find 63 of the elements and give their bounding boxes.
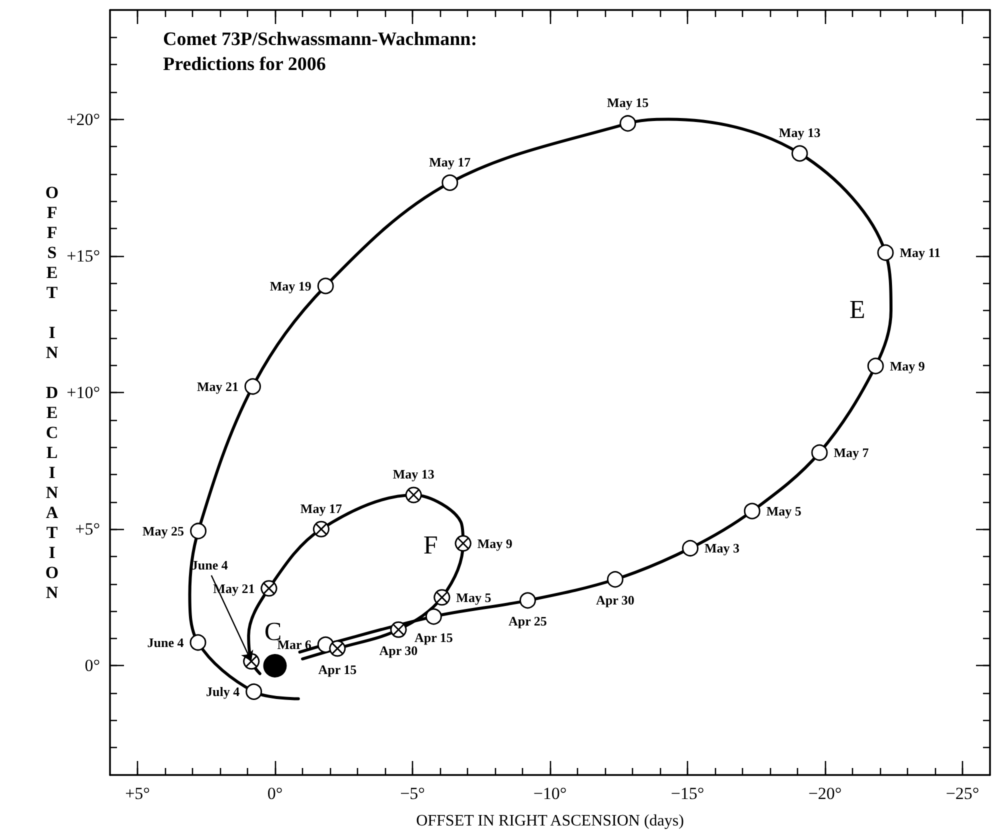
- y-tick-label: +10°: [66, 383, 100, 402]
- data-label: Apr 25: [508, 614, 548, 629]
- point: [260, 580, 278, 597]
- point: [606, 571, 624, 588]
- point: [877, 244, 894, 261]
- point: [390, 621, 407, 638]
- x-tick-label: −15°: [670, 784, 704, 803]
- data-label: May 19: [270, 278, 312, 294]
- point: [246, 683, 262, 700]
- data-label: May 9: [890, 358, 926, 374]
- data-label: Apr 15: [318, 662, 358, 677]
- data-label: May 5: [766, 504, 802, 519]
- point: [442, 174, 458, 191]
- point: [682, 540, 698, 556]
- data-label: June 4: [147, 634, 184, 650]
- data-label: May 9: [477, 536, 513, 551]
- data-label: May 13: [392, 466, 435, 482]
- data-label: May 3: [704, 540, 740, 556]
- data-label: Apr 30: [596, 592, 634, 608]
- point: [244, 378, 261, 395]
- x-tick-label: 0°: [267, 784, 283, 803]
- x-tick-label: +5°: [125, 784, 150, 803]
- text: OFFSET IN DECLINATION: [45, 183, 59, 602]
- point: [454, 535, 472, 552]
- point: [791, 145, 808, 162]
- x-tick-label: −25°: [946, 784, 980, 803]
- data-label: May 5: [456, 590, 492, 605]
- data-label: May 17: [429, 154, 472, 170]
- point: [190, 522, 207, 540]
- data-label: July 4: [206, 684, 240, 700]
- point: [620, 115, 636, 132]
- x-tick-label: −20°: [808, 784, 842, 803]
- y-tick-label: 0°: [84, 656, 100, 676]
- data-label: May 11: [900, 245, 941, 260]
- y-tick-label: +15°: [66, 246, 100, 266]
- point: [263, 654, 287, 678]
- point: [405, 486, 422, 504]
- series-label: F: [423, 530, 438, 560]
- series-label: E: [849, 294, 866, 324]
- point: [190, 634, 206, 651]
- point: [312, 520, 330, 538]
- point: [519, 592, 536, 609]
- point: [867, 358, 884, 374]
- point: [811, 444, 828, 461]
- text: Comet 73P/Schwassmann-Wachmann: Predictions for 2006: [163, 29, 478, 75]
- data-label: May 7: [834, 445, 870, 460]
- data-label: Apr 15: [414, 630, 454, 645]
- x-tick-label: −10°: [533, 784, 567, 803]
- point: [744, 502, 760, 520]
- data-label: Apr 30: [379, 642, 418, 658]
- data-label: May 25: [142, 524, 185, 539]
- point: [317, 278, 334, 294]
- data-label: May 13: [778, 125, 821, 140]
- y-tick-label: +20°: [66, 110, 100, 129]
- point: [425, 608, 442, 625]
- x-tick-label: −5°: [400, 784, 425, 803]
- data-label: May 15: [607, 95, 650, 110]
- x-axis-title: OFFSET IN RIGHT ASCENSION (days): [416, 812, 684, 830]
- y-tick-label: +5°: [75, 520, 100, 539]
- point: [434, 589, 450, 606]
- data-label: May 21: [196, 378, 238, 394]
- point: [329, 640, 346, 657]
- data-label: May 17: [300, 500, 342, 516]
